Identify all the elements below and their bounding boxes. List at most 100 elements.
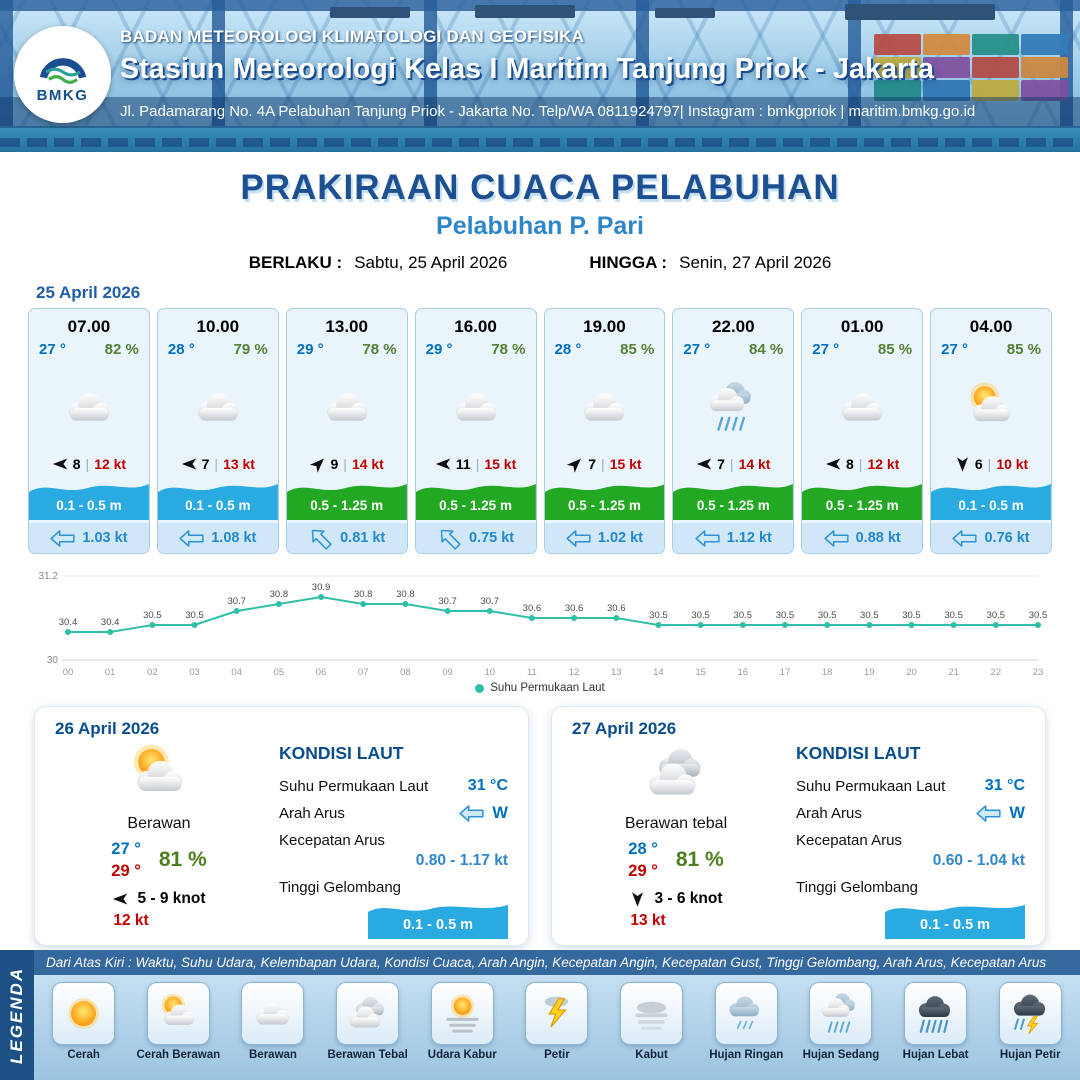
- legend-label: Suhu Permukaan Laut: [490, 682, 605, 694]
- wave-height-band: 0.5 - 1.25 m: [673, 478, 794, 520]
- wind-speed: 6: [974, 456, 983, 472]
- legend-item: Cerah Berawan: [133, 982, 223, 1062]
- forecast-card: 13.00 29 ° 78 % 9 | 14 kt 0.5 - 1.25 m 0.81 kt: [285, 308, 408, 554]
- hourly-cards: 07.00 27 ° 82 % 8 | 12 kt 0.1 - 0.5 m 1.03 kt 10…: [28, 308, 1052, 554]
- wind-speed: 7: [717, 456, 725, 472]
- svg-text:10: 10: [484, 667, 495, 678]
- svg-text:30.5: 30.5: [902, 610, 921, 621]
- weather-icon-kabut: [628, 990, 675, 1037]
- svg-text:30.6: 30.6: [607, 603, 626, 614]
- address-band: [0, 97, 1080, 128]
- wave-height-value: 0.1 - 0.5 m: [958, 498, 1024, 513]
- daily-card: 27 April 2026 Berawan tebal 28 ° 29 ° 81 % 3 …: [551, 706, 1046, 946]
- svg-text:13: 13: [611, 667, 622, 678]
- current-speed-label: Kecepatan Arus: [796, 832, 902, 849]
- wave-height-label: Tinggi Gelombang: [279, 879, 402, 896]
- svg-text:30.5: 30.5: [1029, 610, 1048, 621]
- wind-row: 6 | 10 kt: [931, 456, 1051, 472]
- wind-row: 7 | 14 kt: [673, 456, 793, 472]
- wind-direction-icon: [307, 453, 329, 475]
- svg-text:30.5: 30.5: [944, 610, 963, 621]
- legend-item-label: Udara Kabur: [427, 1049, 497, 1061]
- forecast-card: 07.00 27 ° 82 % 8 | 12 kt 0.1 - 0.5 m 1.03 kt: [28, 308, 150, 554]
- daily-wind-range: 3 - 6 knot: [654, 889, 723, 907]
- sst-chart: 31.2 30 30.4 00 30.4 01 30.5 02 30.5 03 30.7 04 30.8…: [39, 571, 1048, 678]
- card-temperature: 28 °: [554, 341, 582, 358]
- current-speed-label: Kecepatan Arus: [279, 832, 385, 849]
- weather-icon-hujan-petir: [1007, 990, 1054, 1037]
- legend-icon-box: [620, 982, 684, 1045]
- wind-row: 7 | 13 kt: [158, 456, 278, 472]
- wave-height-band: 0.1 - 0.5 m: [157, 478, 278, 520]
- legend-item: Hujan Sedang: [796, 982, 886, 1062]
- current-speed-value: 0.60 - 1.04 kt: [932, 852, 1025, 869]
- svg-text:08: 08: [400, 667, 411, 678]
- legend-item: Hujan Lebat: [891, 982, 981, 1062]
- legend-icon-box: [809, 982, 873, 1045]
- current-row: 1.08 kt: [157, 523, 278, 553]
- weather-icon-berawan: [158, 358, 278, 456]
- card-temperature: 27 °: [39, 341, 66, 358]
- weather-icon-berawan: [29, 358, 149, 456]
- svg-text:04: 04: [231, 667, 242, 678]
- wave-height-band: 0.5 - 1.25 m: [415, 478, 536, 520]
- current-direction-icon: [824, 529, 849, 547]
- legend-icon-box: [714, 982, 778, 1045]
- wave-height-band: 0.5 - 1.25 m: [286, 478, 407, 520]
- wind-direction-icon: [435, 457, 452, 471]
- station-name: Stasiun Meteorologi Kelas I Maritim Tanj…: [120, 53, 935, 85]
- legend-section: LEGENDA Dari Atas Kiri : Waktu, Suhu Uda…: [0, 950, 1080, 1080]
- current-speed: 1.12 kt: [726, 530, 772, 546]
- bmkg-logo-icon: [35, 45, 91, 86]
- card-time: 16.00: [454, 317, 497, 336]
- card-temperature: 27 °: [941, 341, 968, 358]
- svg-text:30.5: 30.5: [734, 610, 753, 621]
- gust-speed: 10 kt: [996, 456, 1029, 472]
- card-humidity: 82 %: [104, 341, 139, 358]
- svg-text:30: 30: [47, 655, 59, 666]
- current-direction-label: Arah Arus: [279, 805, 345, 822]
- wave-height-box: 0.1 - 0.5 m: [368, 899, 508, 939]
- svg-text:30.5: 30.5: [860, 610, 879, 621]
- daily-date: 27 April 2026: [572, 719, 677, 738]
- svg-text:31.2: 31.2: [39, 571, 59, 582]
- card-time: 13.00: [325, 317, 368, 336]
- wave-height-value: 0.1 - 0.5 m: [56, 498, 122, 513]
- wave-height-value: 0.5 - 1.25 m: [696, 498, 770, 513]
- current-direction-icon: [50, 529, 75, 547]
- wind-direction-icon: [696, 457, 713, 471]
- svg-text:07: 07: [358, 667, 369, 678]
- wave-height-band: 0.5 - 1.25 m: [544, 478, 665, 520]
- current-row: 1.02 kt: [544, 523, 665, 553]
- daily-temp-max: 29 °: [111, 862, 141, 881]
- station-address: Jl. Padamarang No. 4A Pelabuhan Tanjung …: [120, 103, 976, 120]
- gust-speed: 12 kt: [867, 456, 900, 472]
- card-time: 07.00: [67, 317, 111, 336]
- wind-speed: 8: [846, 456, 854, 472]
- legend-icon-box: [904, 982, 968, 1045]
- svg-text:30.7: 30.7: [227, 596, 246, 607]
- current-row: 1.12 kt: [673, 523, 794, 553]
- current-row: 0.88 kt: [802, 523, 923, 553]
- current-direction-label: Arah Arus: [796, 805, 862, 822]
- wave-height-label: Tinggi Gelombang: [796, 879, 919, 896]
- legend-item: Kabut: [607, 982, 697, 1062]
- svg-text:30.5: 30.5: [649, 610, 668, 621]
- wind-direction-icon: [52, 457, 69, 471]
- forecast-card: 16.00 29 ° 78 % 11 | 15 kt 0.5 - 1.25 m 0.75 kt: [414, 308, 537, 554]
- sea-conditions-title: KONDISI LAUT: [796, 743, 921, 763]
- weather-icon-cerah-berawan: [931, 358, 1051, 456]
- legend-item: Berawan Tebal: [323, 982, 413, 1062]
- wind-direction-icon: [955, 456, 969, 473]
- wind-speed: 9: [330, 456, 339, 472]
- legend-item-label: Berawan Tebal: [327, 1049, 408, 1061]
- svg-text:05: 05: [274, 667, 285, 678]
- legend-icon-box: [241, 982, 305, 1045]
- legend-item: Berawan: [228, 982, 318, 1062]
- daily-condition: Berawan: [127, 815, 191, 832]
- card-temperature: 29 °: [296, 341, 324, 358]
- daily-condition: Berawan tebal: [624, 815, 728, 832]
- daily-gust: 13 kt: [630, 911, 666, 929]
- gust-speed: 14 kt: [738, 456, 771, 472]
